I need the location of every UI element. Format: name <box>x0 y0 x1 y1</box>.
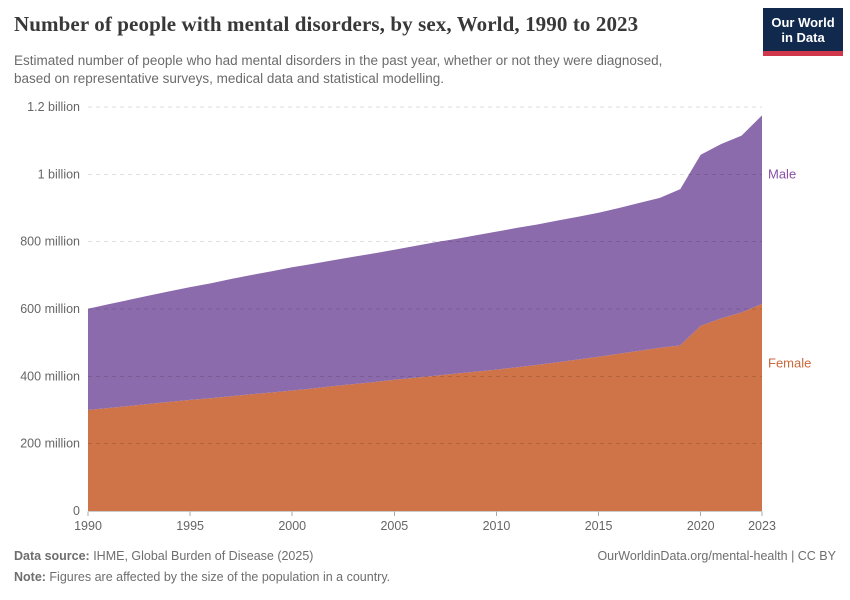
owid-logo: Our World in Data <box>763 8 843 56</box>
data-source: Data source: IHME, Global Burden of Dise… <box>14 546 313 567</box>
x-tick-label: 2020 <box>687 519 715 533</box>
footer-row-note: Note: Figures are affected by the size o… <box>14 567 836 588</box>
chart-subtitle-line2: based on representative surveys, medical… <box>14 71 444 86</box>
chart-footer: Data source: IHME, Global Burden of Dise… <box>14 546 836 588</box>
y-tick-label: 600 million <box>20 302 80 316</box>
y-tick-label: 800 million <box>20 235 80 249</box>
owid-link: OurWorldinData.org/mental-health | CC BY <box>597 549 836 563</box>
owid-logo-line2: in Data <box>781 30 825 45</box>
page-title: Number of people with mental disorders, … <box>14 12 639 36</box>
chart-plot: 1990 1995 2000 2005 2010 2015 2020 2023 0 200 mil… <box>20 100 811 533</box>
owid-logo-line1: Our World <box>771 15 835 30</box>
area-female <box>88 303 762 511</box>
series-label-female: Female <box>768 355 811 370</box>
x-tick-label: 2005 <box>380 519 408 533</box>
series-label-male: Male <box>768 167 796 182</box>
y-tick-label: 1 billion <box>38 167 80 181</box>
note-label: Note: <box>14 570 46 584</box>
chart-subtitle: Estimated number of people who had menta… <box>14 52 774 88</box>
x-tick-label: 2000 <box>278 519 306 533</box>
y-tick-label: 0 <box>73 504 80 518</box>
note-text: Figures are affected by the size of the … <box>45 570 391 584</box>
x-tick-label: 1995 <box>176 519 204 533</box>
data-source-text: IHME, Global Burden of Disease (2025) <box>89 549 314 563</box>
footer-row-source: Data source: IHME, Global Burden of Dise… <box>14 546 836 567</box>
x-tick-label: 2010 <box>483 519 511 533</box>
data-source-label: Data source: <box>14 549 90 563</box>
area-male <box>88 115 762 411</box>
x-tick-label: 1990 <box>74 519 102 533</box>
chart-subtitle-line1: Estimated number of people who had menta… <box>14 53 663 68</box>
y-tick-label: 400 million <box>20 369 80 383</box>
y-tick-label: 200 million <box>20 437 80 451</box>
y-tick-label: 1.2 billion <box>27 100 80 114</box>
x-tick-label: 2015 <box>585 519 613 533</box>
x-tick-label: 2023 <box>748 519 776 533</box>
